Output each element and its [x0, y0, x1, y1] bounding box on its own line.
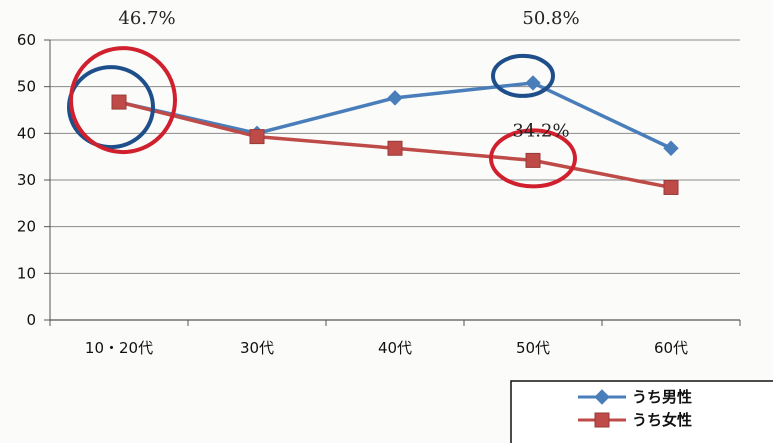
axes: 0 10 20 30 40 50 60 10・20代 30代 40代 50代 60代: [17, 31, 741, 357]
data-point: [663, 179, 679, 195]
data-point: [663, 140, 679, 156]
y-tick-label: 40: [17, 124, 36, 142]
data-labels: 46.7% 50.8% 34.2%: [118, 8, 579, 141]
data-label: 46.7%: [118, 8, 175, 29]
legend-swatch-marker: [594, 412, 610, 428]
data-point: [249, 129, 265, 145]
y-tick-label: 20: [17, 218, 36, 236]
highlight-ring: [67, 65, 155, 150]
data-label: 34.2%: [512, 120, 569, 141]
legend-swatch-marker: [594, 389, 610, 405]
legend-label: うち男性: [632, 388, 692, 406]
x-tick-label: 30代: [240, 339, 274, 357]
legend-entry: うち女性: [578, 411, 692, 429]
y-tick-label: 50: [17, 78, 36, 96]
x-tick-label: 40代: [378, 339, 412, 357]
y-tick-label: 10: [17, 264, 36, 282]
data-point: [387, 140, 403, 156]
y-tick-label: 60: [17, 31, 36, 49]
data-point: [525, 152, 541, 168]
legend-label: うち女性: [632, 411, 692, 429]
legend-box: [510, 380, 773, 443]
highlight-circles: [67, 46, 577, 189]
series-female: [111, 94, 679, 195]
x-tick-label: 50代: [516, 339, 550, 357]
x-tick-label: 60代: [654, 339, 688, 357]
data-point: [387, 90, 403, 106]
series-lines: [111, 75, 679, 195]
highlight-ring: [489, 128, 577, 189]
data-point: [525, 75, 541, 91]
y-tick-label: 30: [17, 171, 36, 189]
data-label: 50.8%: [522, 8, 579, 29]
data-point: [111, 94, 127, 110]
legend-entry: うち男性: [578, 388, 692, 406]
highlight-ring: [491, 53, 555, 98]
y-tick-label: 0: [26, 311, 36, 329]
highlight-ring: [69, 46, 177, 155]
gridlines: [50, 39, 740, 274]
x-tick-label: 10・20代: [85, 339, 153, 357]
